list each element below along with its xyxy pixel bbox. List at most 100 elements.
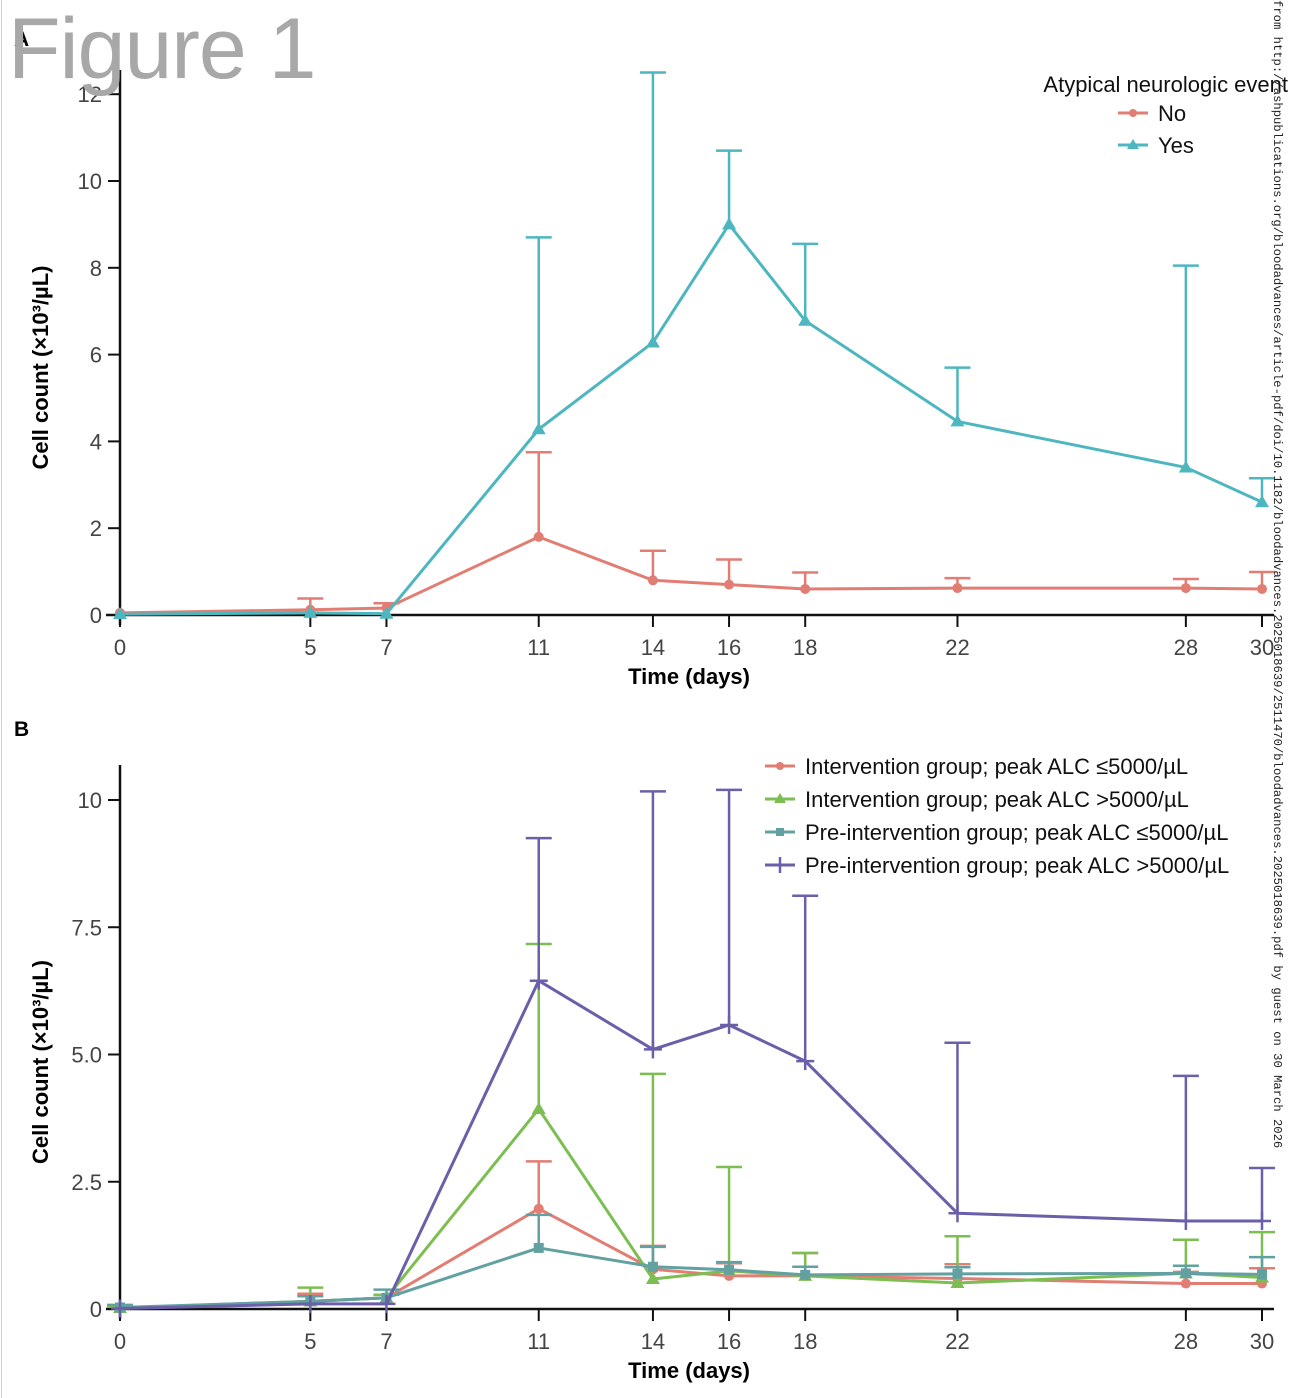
marker-triangle	[1178, 460, 1193, 473]
legend: Intervention group; peak ALC ≤5000/µL Int…	[765, 754, 1229, 878]
marker-circle	[800, 583, 811, 594]
legend-label: Intervention group; peak ALC >5000/µL	[805, 787, 1189, 812]
marker-square	[776, 828, 784, 836]
marker-plus	[643, 1040, 662, 1059]
marker-triangle	[531, 422, 546, 435]
x-tick-label: 16	[717, 635, 741, 660]
marker-plus	[1176, 1211, 1195, 1230]
series-yes	[113, 71, 1275, 620]
watermark-text: from http://ashpublications.org/bloodadv…	[1270, 0, 1284, 1149]
y-tick-label: 0	[90, 603, 102, 628]
x-tick-label: 14	[641, 1329, 665, 1354]
download-watermark: from http://ashpublications.org/bloodadv…	[1266, 0, 1286, 1398]
marker-circle	[533, 531, 544, 542]
panel-b: B 0 2.5 5.0 7.5 10 0 5 7 11 14 16 18 22 28 30 Time (days…	[14, 718, 1275, 1383]
legend: Atypical neurologic event No Yes	[1043, 72, 1288, 158]
marker-plus	[1253, 1211, 1271, 1230]
legend-label: Intervention group; peak ALC ≤5000/µL	[805, 754, 1188, 779]
x-tick-label: 14	[641, 635, 665, 660]
marker-square	[952, 1268, 963, 1279]
x-tick-label: 30	[1250, 1329, 1274, 1354]
legend-item: Pre-intervention group; peak ALC ≤5000/µ…	[765, 820, 1228, 845]
series-pre-low	[107, 1213, 1275, 1313]
y-tick-label: 5.0	[71, 1043, 102, 1068]
x-tick-label: 5	[304, 635, 316, 660]
legend-label: Pre-intervention group; peak ALC ≤5000/µ…	[805, 820, 1228, 845]
x-tick-label: 7	[380, 635, 392, 660]
x-tick-label: 0	[114, 1329, 126, 1354]
y-tick-label: 12	[78, 82, 102, 107]
marker-plus	[772, 857, 788, 873]
x-tick-label: 11	[527, 1329, 550, 1354]
legend-item: Intervention group; peak ALC ≤5000/µL	[765, 754, 1188, 779]
marker-square	[800, 1269, 811, 1280]
marker-circle	[647, 575, 658, 586]
legend-label: Yes	[1158, 133, 1194, 158]
series-int-high	[107, 942, 1275, 1313]
y-tick-label: 0	[90, 1297, 102, 1322]
series-line	[119, 1207, 1262, 1310]
marker-plus	[529, 971, 548, 990]
legend-item: Intervention group; peak ALC >5000/µL	[765, 787, 1189, 812]
legend-label: No	[1158, 101, 1186, 126]
x-tick-label: 18	[793, 635, 817, 660]
x-tick-label: 5	[304, 1329, 316, 1354]
y-tick-label: 10	[78, 169, 102, 194]
marker-circle	[1180, 583, 1191, 594]
legend-label: Pre-intervention group; peak ALC >5000/µ…	[805, 853, 1229, 878]
page-left-border	[1, 0, 2, 1398]
marker-triangle	[774, 793, 786, 803]
marker-plus	[377, 1294, 396, 1313]
marker-triangle	[1127, 139, 1139, 149]
marker-triangle	[798, 313, 813, 326]
marker-square	[1257, 1269, 1267, 1280]
series-int-low	[107, 1160, 1275, 1313]
marker-circle	[1129, 109, 1137, 117]
y-tick-label: 2	[90, 516, 102, 541]
series-pre-high	[111, 788, 1275, 1318]
series-no	[115, 451, 1275, 618]
marker-square	[533, 1242, 544, 1253]
series-line	[119, 535, 1263, 615]
x-tick-label: 18	[793, 1329, 817, 1354]
legend-item: Pre-intervention group; peak ALC >5000/µ…	[765, 853, 1229, 878]
y-tick-label: 6	[90, 343, 102, 368]
marker-circle	[1257, 583, 1267, 594]
marker-plus	[301, 1294, 320, 1313]
y-tick-label: 10	[78, 788, 102, 813]
legend-item: No	[1118, 101, 1186, 126]
x-tick-label: 16	[717, 1329, 741, 1354]
marker-triangle	[950, 1276, 965, 1289]
y-axis-title: Cell count (×10³/µL)	[28, 266, 53, 470]
marker-triangle	[1255, 495, 1269, 508]
panel-label: A	[14, 28, 29, 51]
marker-circle	[724, 579, 735, 590]
x-tick-label: 0	[114, 635, 126, 660]
y-axis-title: Cell count (×10³/µL)	[28, 960, 53, 1164]
y-tick-label: 8	[90, 256, 102, 281]
marker-triangle	[379, 606, 394, 619]
marker-triangle	[303, 605, 318, 618]
marker-circle	[1180, 1278, 1191, 1289]
marker-square	[1180, 1268, 1191, 1279]
marker-plus	[948, 1204, 967, 1223]
marker-triangle	[113, 607, 127, 620]
marker-square	[647, 1261, 658, 1272]
x-tick-label: 22	[945, 635, 969, 660]
marker-triangle	[950, 414, 965, 427]
x-axis-title: Time (days)	[628, 664, 750, 689]
legend-title: Atypical neurologic event	[1043, 72, 1288, 97]
x-tick-label: 28	[1174, 635, 1198, 660]
x-tick-label: 28	[1174, 1329, 1198, 1354]
panel-a: A 0 2 4 6 8 10 12 0 5 7 11 14 16 18 22 28 30 Time (days) Ce…	[14, 28, 1288, 689]
x-tick-label: 11	[527, 635, 550, 660]
marker-triangle	[645, 335, 660, 348]
y-tick-label: 4	[90, 429, 102, 454]
marker-triangle	[722, 217, 737, 230]
marker-plus	[720, 1015, 739, 1034]
panel-label: B	[14, 718, 29, 741]
marker-triangle	[645, 1271, 660, 1284]
series-line	[119, 979, 1262, 1310]
figure-title: Figure 1	[8, 1, 316, 97]
